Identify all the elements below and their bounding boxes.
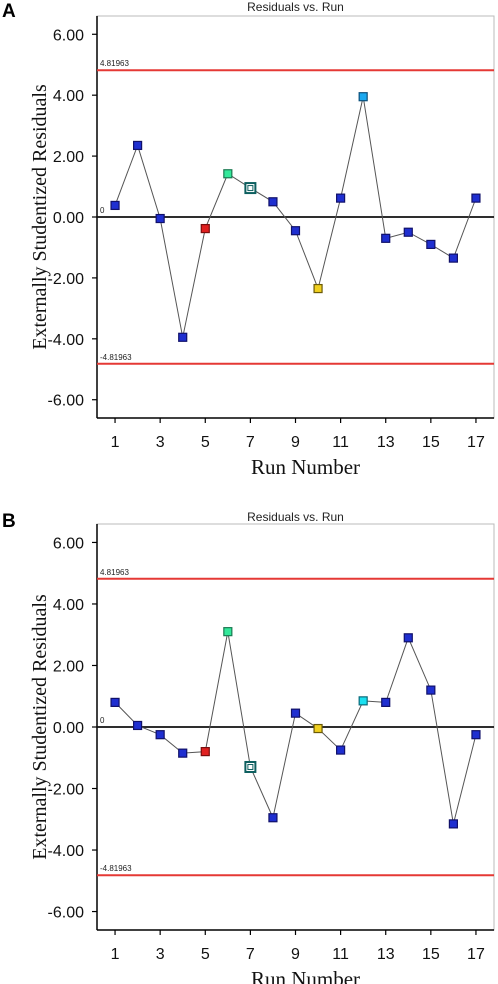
- upper-limit-label: 4.81963: [100, 568, 129, 577]
- y-tick-label: 6.00: [53, 535, 84, 552]
- data-point-run-11: [336, 193, 346, 203]
- y-tick-label: -2.00: [48, 782, 85, 799]
- data-point-run-9: [290, 226, 301, 236]
- data-point-run-4: [178, 748, 188, 758]
- x-tick-label: 17: [467, 946, 485, 963]
- data-point-run-9: [290, 708, 301, 718]
- data-point-run-2: [133, 140, 143, 151]
- data-point-run-15: [426, 685, 436, 695]
- x-tick-label: 5: [201, 434, 210, 451]
- data-point-inner-run-7: [247, 185, 254, 192]
- data-point-run-13: [381, 697, 391, 707]
- y-tick-label: -6.00: [48, 905, 85, 922]
- data-point-run-12: [358, 92, 368, 102]
- data-point-run-5: [200, 747, 210, 757]
- x-tick-label: 9: [291, 946, 300, 963]
- data-point-run-17: [471, 193, 481, 203]
- zero-line-label: 0: [100, 716, 105, 725]
- chart-panel-a: A Residuals vs. Run 6.00 4.00 2.00 0.00 -2.00 -…: [2, 0, 495, 479]
- data-point-run-3: [155, 730, 165, 740]
- y-tick-label: -4.00: [48, 332, 85, 349]
- x-tick-label: 13: [377, 434, 395, 451]
- x-tick-label: 3: [156, 946, 165, 963]
- data-point-run-14: [403, 633, 413, 643]
- chart-title: Residuals vs. Run: [247, 510, 344, 524]
- x-tick-label: 17: [467, 434, 485, 451]
- y-tick-label: 0.00: [53, 210, 84, 227]
- x-tick-label: 9: [291, 434, 300, 451]
- y-tick-label: -6.00: [48, 393, 85, 410]
- x-tick-label: 13: [377, 946, 395, 963]
- data-point-run-15: [426, 239, 436, 250]
- data-point-run-10: [313, 723, 323, 734]
- data-point-run-16: [448, 253, 458, 263]
- x-tick-label: 7: [246, 434, 255, 451]
- data-point-run-2: [133, 720, 143, 731]
- chart-panel-b: B Residuals vs. Run 6.00 4.00 2.00 0.00 -2.00 -…: [2, 510, 495, 984]
- data-point-run-6: [223, 627, 233, 637]
- data-point-run-8: [268, 197, 278, 207]
- data-point-run-1: [110, 200, 120, 211]
- y-tick-label: 2.00: [53, 658, 84, 675]
- chart-title: Residuals vs. Run: [247, 0, 344, 14]
- x-tick-label: 15: [422, 946, 440, 963]
- y-tick-label: -2.00: [48, 271, 85, 288]
- data-point-run-17: [471, 730, 481, 740]
- data-point-run-3: [155, 213, 165, 224]
- data-point-run-11: [336, 745, 346, 755]
- data-point-run-5: [200, 223, 210, 234]
- panel-label: A: [2, 1, 16, 22]
- data-point-run-14: [403, 227, 413, 237]
- data-point-run-4: [178, 332, 188, 342]
- x-axis-label: Run Number: [251, 455, 360, 479]
- lower-limit-label: -4.81963: [100, 353, 132, 362]
- data-point-run-10: [313, 283, 323, 294]
- x-tick-label: 3: [156, 434, 165, 451]
- x-tick-label: 1: [111, 434, 120, 451]
- y-axis-label: Externally Studentized Residuals: [29, 594, 51, 860]
- zero-line-label: 0: [100, 206, 105, 215]
- x-tick-label: 1: [111, 946, 120, 963]
- data-point-run-12: [358, 696, 368, 706]
- x-tick-label: 11: [332, 946, 349, 963]
- y-tick-label: 4.00: [53, 597, 84, 614]
- x-tick-label: 5: [201, 946, 210, 963]
- x-axis-label: Run Number: [251, 967, 360, 984]
- y-tick-label: 6.00: [53, 27, 84, 44]
- lower-limit-label: -4.81963: [100, 864, 132, 873]
- y-tick-label: -4.00: [48, 843, 85, 860]
- x-tick-label: 11: [332, 434, 349, 451]
- data-point-run-16: [448, 819, 458, 829]
- panel-label: B: [2, 511, 16, 532]
- x-tick-label: 15: [422, 434, 440, 451]
- upper-limit-label: 4.81963: [100, 59, 129, 68]
- data-point-run-8: [268, 813, 278, 823]
- data-point-run-1: [110, 697, 120, 707]
- y-tick-label: 4.00: [53, 88, 84, 105]
- data-point-run-6: [223, 169, 233, 179]
- y-axis-label: Externally Studentized Residuals: [29, 84, 51, 350]
- y-tick-label: 2.00: [53, 149, 84, 166]
- y-tick-label: 0.00: [53, 720, 84, 737]
- x-tick-label: 7: [246, 946, 255, 963]
- data-point-run-13: [381, 233, 391, 243]
- data-point-inner-run-7: [247, 763, 254, 770]
